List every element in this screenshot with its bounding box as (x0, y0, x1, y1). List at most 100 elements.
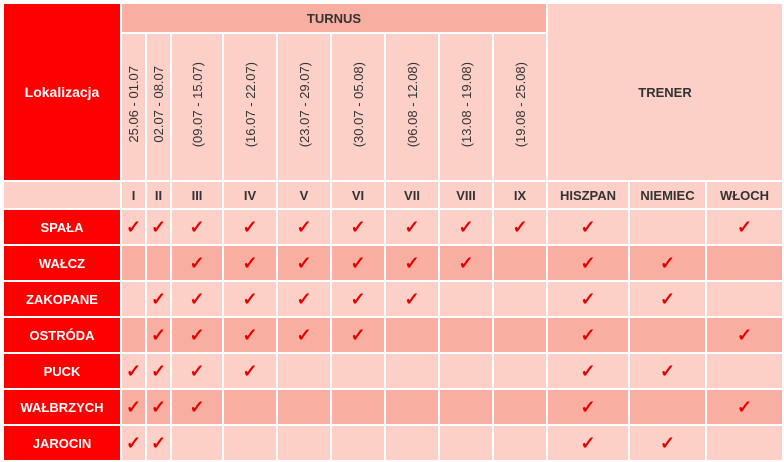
turnus-date-label: (13.08 - 19.08) (458, 61, 474, 148)
check-icon: ✓ (147, 282, 170, 316)
empty-cell (494, 426, 546, 460)
empty-cell (630, 318, 705, 352)
empty-cell (122, 282, 145, 316)
turnus-number: I (122, 182, 145, 208)
check-icon: ✓ (224, 246, 276, 280)
check-icon: ✓ (386, 210, 438, 244)
turnus-number: II (147, 182, 170, 208)
turnus-number: IX (494, 182, 546, 208)
trainer-name: NIEMIEC (630, 182, 705, 208)
turnus-header: TURNUS (122, 4, 546, 32)
table-row: JAROCIN ✓ ✓ ✓ ✓ (4, 426, 782, 460)
check-icon: ✓ (147, 354, 170, 388)
empty-cell (386, 318, 438, 352)
check-icon: ✓ (172, 246, 222, 280)
check-icon: ✓ (172, 390, 222, 424)
turnus-number: III (172, 182, 222, 208)
empty-cell (386, 390, 438, 424)
check-icon: ✓ (630, 282, 705, 316)
location-name: WAŁCZ (4, 246, 120, 280)
empty-cell (440, 426, 492, 460)
check-icon: ✓ (630, 354, 705, 388)
turnus-date-label: (06.08 - 12.08) (404, 61, 420, 148)
turnus-date: (06.08 - 12.08) (386, 34, 438, 180)
location-name: ZAKOPANE (4, 282, 120, 316)
empty-cell (494, 282, 546, 316)
empty-cell (278, 390, 330, 424)
check-icon: ✓ (278, 246, 330, 280)
check-icon: ✓ (548, 426, 628, 460)
check-icon: ✓ (147, 426, 170, 460)
check-icon: ✓ (440, 246, 492, 280)
turnus-number: VIII (440, 182, 492, 208)
turnus-date-label: (19.08 - 25.08) (512, 61, 528, 148)
empty-cell (707, 246, 782, 280)
empty-cell (440, 354, 492, 388)
check-icon: ✓ (147, 318, 170, 352)
empty-cell (224, 390, 276, 424)
empty-cell (122, 246, 145, 280)
empty-cell (707, 354, 782, 388)
empty-cell (224, 426, 276, 460)
turnus-number: V (278, 182, 330, 208)
location-name: JAROCIN (4, 426, 120, 460)
turnus-date: (16.07 - 22.07) (224, 34, 276, 180)
trainer-name: WŁOCH (707, 182, 782, 208)
turnus-number: VII (386, 182, 438, 208)
check-icon: ✓ (548, 390, 628, 424)
check-icon: ✓ (386, 246, 438, 280)
empty-cell (386, 354, 438, 388)
empty-cell (707, 282, 782, 316)
empty-cell (494, 318, 546, 352)
check-icon: ✓ (172, 318, 222, 352)
check-icon: ✓ (224, 354, 276, 388)
turnus-date: (09.07 - 15.07) (172, 34, 222, 180)
table-row: ZAKOPANE ✓ ✓ ✓ ✓ ✓ ✓ ✓ ✓ (4, 282, 782, 316)
check-icon: ✓ (386, 282, 438, 316)
empty-cell (494, 390, 546, 424)
location-name: SPAŁA (4, 210, 120, 244)
check-icon: ✓ (147, 390, 170, 424)
turnus-number: IV (224, 182, 276, 208)
empty-cell (630, 210, 705, 244)
empty-cell (278, 354, 330, 388)
empty-cell (494, 246, 546, 280)
turnus-date-label: (16.07 - 22.07) (242, 61, 258, 148)
location-name: OSTRÓDA (4, 318, 120, 352)
check-icon: ✓ (332, 210, 384, 244)
check-icon: ✓ (172, 282, 222, 316)
empty-cell (332, 426, 384, 460)
turnus-date: (30.07 - 05.08) (332, 34, 384, 180)
turnus-number: VI (332, 182, 384, 208)
check-icon: ✓ (548, 282, 628, 316)
table-row: PUCK ✓ ✓ ✓ ✓ ✓ ✓ (4, 354, 782, 388)
check-icon: ✓ (494, 210, 546, 244)
check-icon: ✓ (630, 246, 705, 280)
check-icon: ✓ (332, 282, 384, 316)
turnus-date-label: (09.07 - 15.07) (189, 61, 205, 148)
table-row: SPAŁA ✓ ✓ ✓ ✓ ✓ ✓ ✓ ✓ ✓ ✓ ✓ (4, 210, 782, 244)
localization-header: Lokalizacja (4, 4, 120, 180)
empty-cell (332, 354, 384, 388)
turnus-date: (13.08 - 19.08) (440, 34, 492, 180)
table-row: WAŁCZ ✓ ✓ ✓ ✓ ✓ ✓ ✓ ✓ (4, 246, 782, 280)
check-icon: ✓ (122, 210, 145, 244)
check-icon: ✓ (548, 318, 628, 352)
empty-cell (386, 426, 438, 460)
empty-cell (440, 318, 492, 352)
blank-header-cell (4, 182, 120, 208)
check-icon: ✓ (707, 390, 782, 424)
turnus-date: (23.07 - 29.07) (278, 34, 330, 180)
check-icon: ✓ (707, 318, 782, 352)
empty-cell (707, 426, 782, 460)
table-row: OSTRÓDA ✓ ✓ ✓ ✓ ✓ ✓ ✓ (4, 318, 782, 352)
check-icon: ✓ (278, 318, 330, 352)
check-icon: ✓ (224, 282, 276, 316)
empty-cell (440, 282, 492, 316)
location-name: PUCK (4, 354, 120, 388)
turnus-date-label: 02.07 - 08.07 (151, 66, 166, 143)
empty-cell (440, 390, 492, 424)
table-row: WAŁBRZYCH ✓ ✓ ✓ ✓ ✓ (4, 390, 782, 424)
check-icon: ✓ (224, 318, 276, 352)
